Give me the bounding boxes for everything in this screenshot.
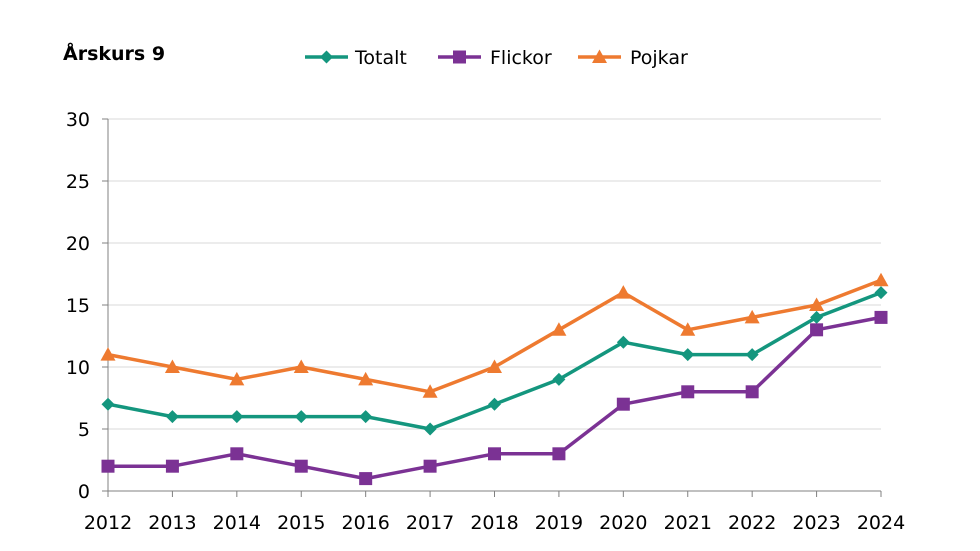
data-point [615,285,631,299]
data-point [552,447,566,461]
data-point [681,348,695,362]
data-point [100,347,116,361]
data-point [810,323,824,337]
x-tick-label: 2023 [792,512,840,534]
data-point [164,359,180,373]
data-point [229,371,245,386]
x-tick-label: 2012 [84,512,132,534]
data-point [487,359,502,373]
y-tick-label: 10 [66,357,90,379]
legend-item-flickor: Flickor [438,47,552,69]
x-tick-label: 2018 [470,512,518,534]
data-point [551,322,567,336]
x-tick-label: 2020 [599,512,647,534]
x-tick-label: 2015 [277,512,325,534]
x-tick-label: 2014 [213,512,261,534]
x-tick-label: 2021 [664,512,712,534]
x-tick-label: 2016 [341,512,389,534]
legend-label: Flickor [490,47,552,69]
data-point [423,459,437,473]
data-point [809,297,825,311]
data-point [680,322,696,336]
data-point [552,372,566,386]
y-tick-label: 20 [66,233,90,255]
data-point [294,410,308,424]
x-tick-label: 2013 [148,512,196,534]
y-tick-label: 30 [66,109,90,131]
data-point [423,422,437,436]
data-point [165,410,179,424]
data-point [488,397,501,411]
data-point [422,384,438,398]
data-point [616,335,630,349]
data-point [744,309,760,324]
data-point [873,272,889,287]
y-tick-label: 0 [78,481,90,503]
data-point [101,459,115,473]
x-tick-label: 2019 [535,512,583,534]
data-point [874,310,888,324]
legend-marker [592,49,607,63]
data-point [616,397,630,411]
series-flickor [101,310,888,486]
legend-item-totalt: Totalt [305,47,407,69]
legend-marker [320,50,333,64]
axes: 0 5 10 15 20 25 30 2012 2013 2014 2015 2016 2017 2018… [66,109,905,534]
data-point [165,459,179,473]
data-point [359,472,373,486]
series-pojkar [100,272,889,398]
data-point [745,385,759,399]
legend: Totalt Flickor Pojkar [305,47,688,69]
legend-item-pojkar: Pojkar [578,47,688,69]
data-point [745,348,759,362]
series-totalt [101,286,888,436]
data-point [230,447,244,461]
legend-label: Totalt [354,47,407,69]
chart-title: Årskurs 9 [63,43,166,65]
data-point [359,410,373,424]
data-point [101,397,115,411]
x-tick-label: 2024 [857,512,905,534]
data-point [810,310,824,324]
data-point [230,410,244,424]
y-tick-label: 15 [66,295,90,317]
data-point [358,371,374,386]
y-tick-label: 5 [78,419,90,441]
data-point [294,459,308,473]
data-point [874,286,888,300]
legend-marker [453,50,466,64]
gridlines [108,118,881,430]
y-tick-label: 25 [66,171,90,193]
series-group [100,272,889,486]
data-point [488,447,501,461]
legend-label: Pojkar [630,47,688,69]
x-tick-label: 2017 [406,512,454,534]
data-point [681,385,695,399]
x-tick-label: 2022 [728,512,776,534]
series-line [107,278,882,394]
data-point [293,359,309,373]
